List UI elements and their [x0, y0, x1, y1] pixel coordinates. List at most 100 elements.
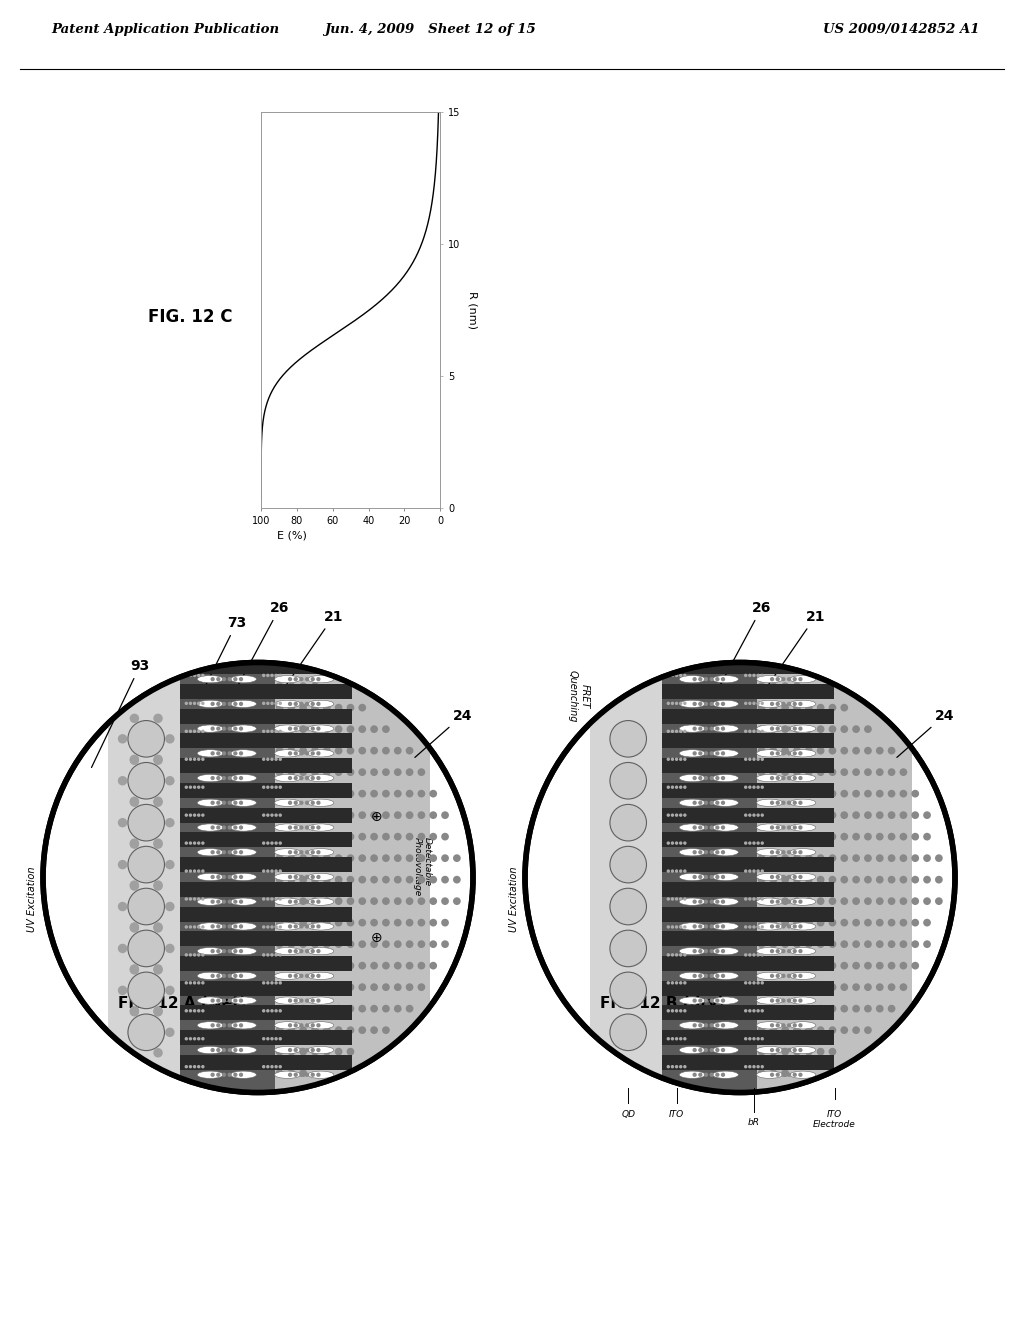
- Circle shape: [758, 704, 765, 711]
- Circle shape: [299, 825, 303, 830]
- Circle shape: [201, 813, 205, 817]
- Circle shape: [197, 813, 201, 817]
- Ellipse shape: [198, 1047, 223, 1053]
- Circle shape: [358, 833, 367, 841]
- Circle shape: [749, 981, 752, 985]
- Circle shape: [211, 776, 215, 780]
- FancyBboxPatch shape: [662, 931, 756, 946]
- Circle shape: [794, 704, 801, 711]
- Circle shape: [371, 833, 378, 841]
- Circle shape: [899, 919, 907, 927]
- Circle shape: [266, 785, 269, 789]
- Circle shape: [211, 825, 215, 830]
- Circle shape: [715, 875, 720, 879]
- Circle shape: [864, 962, 871, 969]
- Circle shape: [311, 682, 318, 690]
- Ellipse shape: [757, 973, 782, 979]
- Circle shape: [201, 730, 205, 733]
- Circle shape: [335, 898, 342, 906]
- Circle shape: [346, 983, 354, 991]
- Circle shape: [852, 1005, 860, 1012]
- Circle shape: [193, 673, 197, 677]
- Circle shape: [698, 702, 702, 706]
- Circle shape: [852, 962, 860, 969]
- Circle shape: [781, 962, 790, 969]
- Circle shape: [710, 1073, 714, 1077]
- Circle shape: [294, 899, 298, 904]
- Circle shape: [828, 1048, 837, 1056]
- Circle shape: [262, 730, 265, 733]
- Circle shape: [703, 998, 709, 1003]
- Circle shape: [279, 953, 282, 957]
- Circle shape: [703, 801, 709, 805]
- Circle shape: [418, 983, 425, 991]
- Circle shape: [310, 924, 315, 928]
- Circle shape: [382, 768, 390, 776]
- Ellipse shape: [790, 1071, 816, 1078]
- Ellipse shape: [713, 725, 738, 733]
- Circle shape: [744, 758, 748, 760]
- Circle shape: [781, 682, 790, 690]
- Circle shape: [188, 870, 193, 873]
- Circle shape: [775, 875, 780, 879]
- Circle shape: [346, 812, 354, 818]
- Circle shape: [358, 962, 367, 969]
- Circle shape: [749, 1065, 752, 1068]
- Circle shape: [128, 931, 165, 966]
- Circle shape: [266, 702, 269, 705]
- Ellipse shape: [230, 676, 256, 682]
- Circle shape: [335, 940, 342, 948]
- Ellipse shape: [198, 923, 223, 931]
- Circle shape: [692, 702, 696, 706]
- Ellipse shape: [274, 799, 301, 807]
- Circle shape: [266, 981, 269, 985]
- Circle shape: [786, 801, 792, 805]
- Ellipse shape: [230, 1022, 256, 1030]
- Circle shape: [197, 758, 201, 760]
- Circle shape: [288, 682, 295, 690]
- Circle shape: [211, 998, 215, 1003]
- Circle shape: [311, 854, 318, 862]
- Circle shape: [753, 925, 756, 929]
- Circle shape: [227, 899, 231, 904]
- Ellipse shape: [308, 750, 334, 756]
- Circle shape: [924, 854, 931, 862]
- Circle shape: [358, 1026, 367, 1034]
- Circle shape: [270, 925, 273, 929]
- Circle shape: [201, 758, 205, 760]
- Circle shape: [805, 983, 813, 991]
- Circle shape: [679, 898, 682, 900]
- Circle shape: [769, 789, 777, 797]
- FancyBboxPatch shape: [260, 660, 284, 1094]
- Circle shape: [239, 1023, 243, 1027]
- Circle shape: [817, 919, 824, 927]
- Circle shape: [721, 702, 725, 706]
- FancyBboxPatch shape: [662, 734, 756, 748]
- Circle shape: [184, 673, 188, 677]
- Circle shape: [770, 825, 774, 830]
- Circle shape: [358, 789, 367, 797]
- Circle shape: [828, 768, 837, 776]
- Circle shape: [279, 898, 282, 900]
- Circle shape: [770, 776, 774, 780]
- Circle shape: [299, 1048, 307, 1056]
- Circle shape: [310, 776, 315, 780]
- Circle shape: [817, 1026, 824, 1034]
- Circle shape: [721, 899, 725, 904]
- Circle shape: [299, 747, 307, 755]
- Ellipse shape: [679, 824, 706, 832]
- Circle shape: [211, 1048, 215, 1052]
- Ellipse shape: [274, 1047, 301, 1053]
- Circle shape: [888, 789, 895, 797]
- Circle shape: [911, 812, 920, 818]
- Circle shape: [864, 1005, 871, 1012]
- FancyBboxPatch shape: [179, 981, 274, 995]
- Circle shape: [710, 1023, 714, 1027]
- Circle shape: [817, 983, 824, 991]
- Text: ⊕: ⊕: [371, 810, 382, 824]
- Circle shape: [721, 850, 725, 854]
- Circle shape: [799, 1023, 803, 1027]
- Circle shape: [675, 953, 678, 957]
- Circle shape: [692, 850, 696, 854]
- Circle shape: [294, 949, 298, 953]
